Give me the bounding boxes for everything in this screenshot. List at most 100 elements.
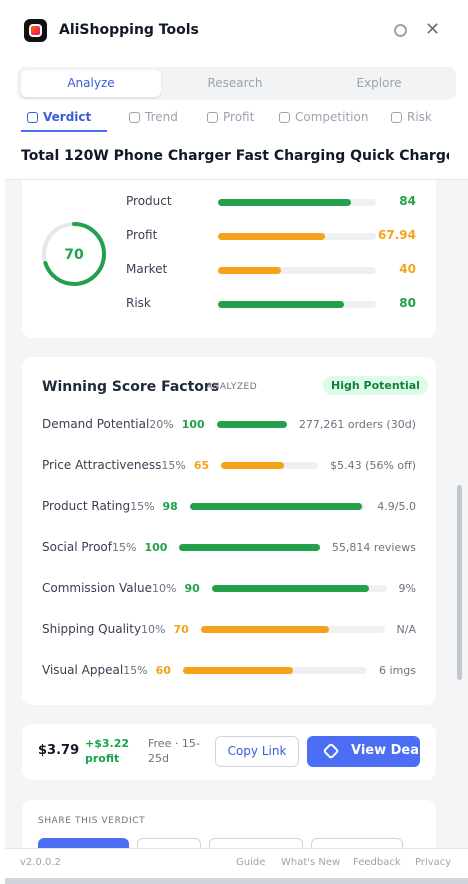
factor-detail: 4.9/5.0 <box>377 499 416 513</box>
panel: 70 Product 84 Profit 67.94 Market 40 Risk 80 Wi… <box>5 0 468 884</box>
factor-row: Visual Appeal 15% 60 6 imgs <box>42 662 416 678</box>
score-bar <box>218 199 351 206</box>
score-track <box>218 267 376 274</box>
factor-score: 90 <box>184 581 200 595</box>
h-scrollbar <box>5 878 468 884</box>
factor-name: Commission Value <box>42 581 152 595</box>
factor-weight: 15% <box>130 499 155 513</box>
factors-title: Winning Score Factors <box>42 379 220 395</box>
gauge: 70 <box>42 222 106 286</box>
score-value: 40 <box>399 262 416 276</box>
factor-row: Social Proof 15% 100 55,814 reviews <box>42 539 416 555</box>
close-icon[interactable]: ✕ <box>425 19 441 40</box>
score-bar <box>218 267 282 274</box>
price: $3.79 <box>38 743 80 758</box>
factor-bar <box>182 666 294 674</box>
factor-bar <box>179 543 320 551</box>
subtab-underline <box>21 130 107 132</box>
factor-name: Social Proof <box>42 540 112 554</box>
factor-weight: 20% <box>149 417 174 431</box>
factor-score: 98 <box>162 499 178 513</box>
factor-weight: 10% <box>152 581 177 595</box>
subtab[interactable]: Risk <box>407 110 432 124</box>
factor-weight: 15% <box>112 540 137 554</box>
footer-link[interactable]: Feedback <box>353 857 401 868</box>
scrollbar <box>457 485 462 680</box>
footer: v2.0.0.2 Guide What's New Feedback Privacy <box>5 848 468 878</box>
score-label: Market <box>126 262 168 276</box>
copy-link-button[interactable]: Copy Link <box>215 736 299 767</box>
factor-bar <box>216 420 287 428</box>
subtab[interactable]: Trend <box>145 110 178 124</box>
header: AliShopping Tools ✕ Analyze Research Explo… <box>5 0 468 180</box>
factor-bar <box>189 502 362 510</box>
factors-card: Winning Score Factors ANALYZED High Pote… <box>22 357 436 705</box>
factor-bar <box>200 625 330 633</box>
logo <box>24 19 47 42</box>
factor-detail: 277,261 orders (30d) <box>298 417 416 431</box>
factor-bar <box>221 461 285 469</box>
link-icon <box>322 742 340 760</box>
factor-track <box>216 420 287 428</box>
score-value: 67.94 <box>378 228 416 242</box>
factor-weight: 10% <box>141 622 166 636</box>
settings-icon[interactable] <box>394 24 407 37</box>
factor-track <box>211 584 387 592</box>
view-deal-label: View Deal <box>351 743 424 758</box>
factor-score: 100 <box>181 417 205 431</box>
deal-card: $3.79 +$3.22 profit Free · 15-25d Copy L… <box>22 724 436 780</box>
footer-link[interactable]: What's New <box>281 857 341 868</box>
score-track <box>218 199 376 206</box>
factor-score: 100 <box>144 540 168 554</box>
factor-name: Product Rating <box>42 499 131 513</box>
subtab-icon <box>391 112 402 123</box>
score-track <box>218 301 376 308</box>
profit: +$3.22 profit <box>85 737 130 765</box>
footer-link[interactable]: Privacy <box>415 857 452 868</box>
factor-row: Shipping Quality 10% 70 N/A <box>42 621 416 637</box>
subtab-icon <box>27 112 38 123</box>
factor-detail: 55,814 reviews <box>331 540 416 554</box>
gauge-value: 70 <box>64 247 84 263</box>
factor-row: Demand Potential 20% 100 277,261 orders (30… <box>42 416 416 432</box>
logo-inner <box>29 24 42 37</box>
factor-score: 70 <box>173 622 189 636</box>
factor-name: Price Attractiveness <box>42 458 162 472</box>
tab[interactable]: Research <box>207 76 263 90</box>
factor-row: Commission Value 10% 90 9% <box>42 580 416 596</box>
shipping: Free · 15-25d <box>148 737 200 765</box>
subtab-icon <box>207 112 218 123</box>
subtab[interactable]: Profit <box>223 110 255 124</box>
page-behind <box>0 0 5 884</box>
factor-track <box>221 461 319 469</box>
factor-score: 65 <box>193 458 210 472</box>
product-title: Total 120W Phone Charger Fast Charging Q… <box>21 148 449 164</box>
gauge-arc <box>42 222 106 286</box>
factor-row: Product Rating 15% 98 4.9/5.0 <box>42 498 416 514</box>
score-card: 70 Product 84 Profit 67.94 Market 40 Risk 80 <box>22 170 436 338</box>
score-label: Product <box>126 194 172 208</box>
factor-name: Demand Potential <box>42 417 150 431</box>
factor-track <box>189 502 366 510</box>
tab-active-bg <box>21 70 161 97</box>
score-value: 84 <box>399 194 416 208</box>
factor-detail: 6 imgs <box>379 663 416 677</box>
view-deal-button[interactable]: View Deal <box>307 736 424 767</box>
share-title: SHARE THIS VERDICT <box>38 816 146 826</box>
subtab[interactable]: Verdict <box>43 110 92 124</box>
score-value: 80 <box>399 296 416 310</box>
tab[interactable]: Analyze <box>67 76 115 90</box>
tab[interactable]: Explore <box>356 76 402 90</box>
factor-track <box>200 625 385 633</box>
factor-weight: 15% <box>123 663 148 677</box>
factor-name: Visual Appeal <box>42 663 124 677</box>
factor-row: Price Attractiveness 15% 65 $5.43 (56% off) <box>42 457 416 473</box>
version: v2.0.0.2 <box>20 857 61 868</box>
factors-badge: High Potential <box>323 376 428 395</box>
factor-track <box>182 666 368 674</box>
footer-link[interactable]: Guide <box>236 857 266 868</box>
app-title: AliShopping Tools <box>59 22 199 38</box>
subtab[interactable]: Competition <box>295 110 369 124</box>
factor-name: Shipping Quality <box>42 622 142 636</box>
